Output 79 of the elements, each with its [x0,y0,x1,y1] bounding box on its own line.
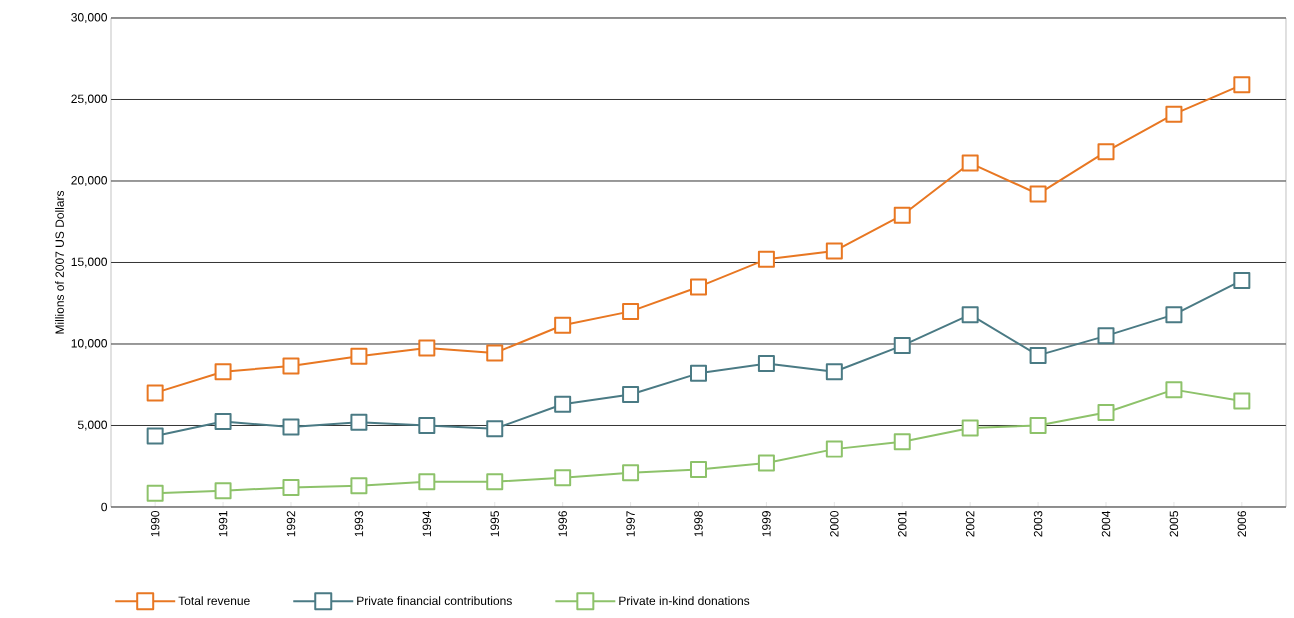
point [961,306,979,324]
point [418,473,436,491]
x-tick-label: 1995 [490,511,499,537]
y-tick-label: 25,000 [71,94,108,105]
point [1029,416,1047,434]
x-tick-label: 1991 [218,511,228,537]
point [146,384,164,402]
point [757,250,775,268]
point [1233,271,1251,289]
point [893,337,911,355]
point [1097,143,1115,161]
x-tick-label: 2002 [965,511,975,537]
x-tick-label: 2001 [898,511,907,537]
x-tick-label: 1998 [694,511,703,537]
point [554,469,572,487]
point [1233,76,1251,94]
point [757,454,775,472]
x-tick-label: 1992 [286,511,296,537]
x-tick-label: 2005 [1169,511,1179,537]
y-tick-label: 5,000 [77,420,108,431]
legend-label: Private financial contributions [357,596,512,606]
point [1029,346,1047,364]
x-tick-label: 1993 [354,511,364,537]
legend-label: Private in-kind donations [619,596,750,606]
point [690,461,707,478]
point [350,413,368,431]
point [1165,105,1183,123]
point [825,363,843,381]
x-tick-label: 2000 [830,510,839,537]
point [146,427,164,445]
point [825,242,843,260]
point [282,478,300,496]
point [282,357,300,375]
point [214,412,232,430]
point [622,302,640,320]
point [486,420,504,438]
point [1165,381,1183,399]
point [418,416,436,434]
x-tick-label: 1996 [558,511,567,537]
x-tick-label: 1999 [762,511,771,537]
point [893,433,911,451]
point [486,473,504,491]
x-tick-label: 1990 [150,510,160,537]
y-tick-label: 15,000 [71,257,108,268]
x-tick-label: 1994 [422,510,432,537]
point [893,206,911,224]
point [146,484,164,502]
point [554,316,572,334]
point [690,364,707,382]
point [622,464,640,482]
x-tick-label: 1997 [626,511,635,537]
point [486,344,504,362]
point [690,278,707,296]
point [214,482,232,500]
legend-label: Total revenue [178,596,250,606]
x-tick-label: 2006 [1237,511,1247,537]
point [1097,403,1115,421]
point [554,395,572,413]
y-tick-label: 20,000 [71,176,108,186]
point [418,339,436,357]
y-axis-title: Millions of 2007 US Dollars [55,190,64,334]
point [825,440,843,458]
point [961,154,979,172]
y-tick-label: 10,000 [71,339,108,349]
point [214,363,232,381]
point [1029,185,1047,203]
point [350,477,368,495]
point [1233,392,1251,410]
point [622,386,640,404]
point [757,355,775,373]
point [1165,306,1183,324]
x-tick-label: 2003 [1033,511,1043,537]
point [282,418,300,436]
x-tick-label: 2004 [1101,510,1111,537]
point [961,419,979,437]
point [1097,327,1115,345]
y-tick-label: 30,000 [71,13,108,23]
y-tick-label: 0 [101,502,108,512]
point [350,347,368,365]
